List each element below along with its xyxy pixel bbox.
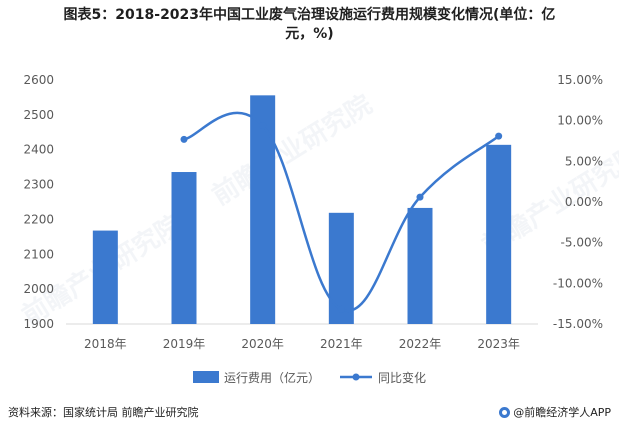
bar — [407, 207, 433, 324]
right-tick-label: 10.00% — [557, 114, 603, 128]
left-tick-label: 2300 — [23, 178, 54, 192]
legend-line-marker — [352, 373, 360, 381]
left-tick-label: 2200 — [23, 212, 54, 226]
yoy-point — [495, 132, 503, 140]
left-tick-label: 2600 — [23, 73, 54, 87]
right-tick-label: -15.00% — [553, 317, 603, 331]
bar — [171, 172, 197, 324]
legend-bar-label: 运行费用（亿元） — [224, 370, 320, 385]
line-series — [180, 111, 503, 313]
chart-title-line2: 元，%) — [285, 26, 334, 42]
x-tick-label: 2020年 — [241, 337, 284, 351]
bar — [328, 212, 354, 324]
bar — [250, 95, 276, 324]
bar-series — [92, 95, 512, 324]
brand-credit: @前瞻经济学人APP — [499, 404, 611, 420]
chart-title-line1: 图表5：2018-2023年中国工业废气治理设施运行费用规模变化情况(单位：亿 — [63, 7, 556, 23]
footer: 资料来源：国家统计局 前瞻产业研究院 @前瞻经济学人APP — [0, 402, 619, 433]
x-tick-label: 2023年 — [477, 337, 520, 351]
left-tick-label: 1900 — [23, 317, 54, 331]
brand-label: @前瞻经济学人APP — [513, 406, 611, 419]
yoy-point — [416, 193, 424, 201]
yoy-point — [180, 135, 188, 143]
right-tick-label: 0.00% — [565, 195, 603, 209]
right-tick-label: 5.00% — [565, 154, 603, 168]
left-tick-label: 2000 — [23, 282, 54, 296]
source-note: 资料来源：国家统计局 前瞻产业研究院 — [8, 406, 199, 419]
right-tick-label: -5.00% — [561, 236, 603, 250]
x-tick-label: 2018年 — [84, 337, 127, 351]
brand-logo-icon — [499, 406, 511, 418]
legend-bar-swatch — [193, 371, 219, 383]
x-tick-label: 2019年 — [163, 337, 206, 351]
left-tick-label: 2100 — [23, 247, 54, 261]
x-tick-label: 2022年 — [399, 337, 442, 351]
right-tick-label: 15.00% — [557, 73, 603, 87]
yoy-point — [259, 122, 267, 130]
chart-legend: 运行费用（亿元） 同比变化 — [193, 370, 426, 385]
left-axis: 1900 2000 2100 2200 2300 2400 2500 2600 — [23, 73, 54, 331]
yoy-point — [337, 305, 345, 313]
chart-title: 图表5：2018-2023年中国工业废气治理设施运行费用规模变化情况(单位：亿 … — [0, 6, 619, 44]
right-tick-label: -10.00% — [553, 276, 603, 290]
x-axis: 2018年 2019年 2020年 2021年 2022年 2023年 — [84, 337, 520, 351]
left-tick-label: 2400 — [23, 143, 54, 157]
x-tick-label: 2021年 — [320, 337, 363, 351]
bar — [486, 144, 512, 324]
left-tick-label: 2500 — [23, 108, 54, 122]
right-axis: 15.00% 10.00% 5.00% 0.00% -5.00% -10.00% -15.0… — [553, 73, 603, 331]
bar — [92, 230, 118, 324]
legend-line-label: 同比变化 — [378, 370, 426, 385]
